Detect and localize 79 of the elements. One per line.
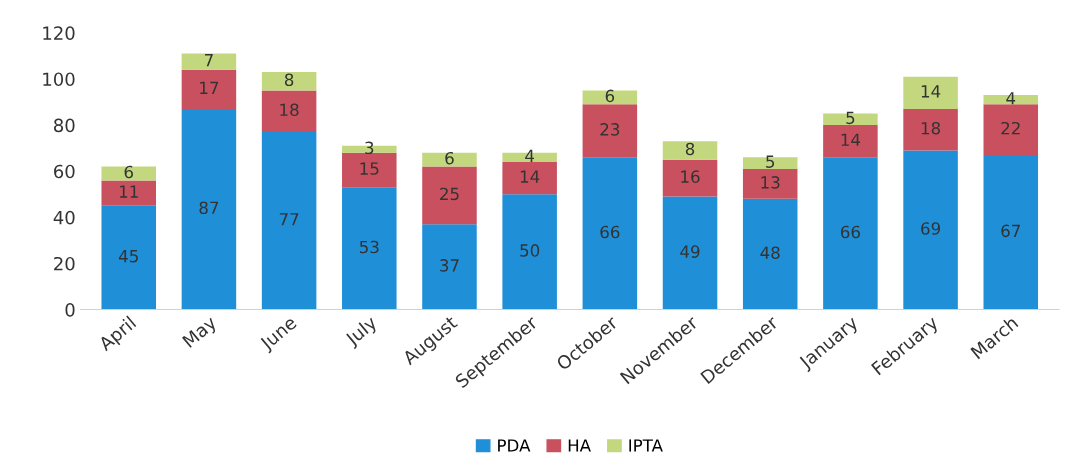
bar [422,166,477,225]
data-label: 6 [445,151,454,165]
bar [582,104,638,158]
data-label: 18 [280,103,299,117]
legend-label: PDA [498,439,531,452]
bar [582,157,638,310]
bar [823,157,878,310]
bar [742,198,798,310]
bar [582,90,638,105]
bar [903,108,958,151]
data-label: 67 [1001,224,1020,238]
data-label: 37 [440,259,459,272]
data-label: 45 [118,250,138,263]
data-label: 14 [841,133,861,146]
y-tick-label: 100 [43,72,75,87]
y-tick-label: 40 [53,210,75,225]
bar [181,108,237,310]
data-label: 6 [124,165,133,179]
data-label: 77 [279,213,299,226]
y-tick-label: 20 [54,256,75,271]
data-label: 87 [199,201,219,215]
data-label: 4 [1006,92,1016,105]
data-label: 49 [680,245,700,258]
data-label: 23 [600,123,620,136]
bar [983,155,1039,310]
data-label: 13 [761,176,780,189]
data-label: 5 [846,111,855,125]
bar [502,194,557,310]
bar [903,76,958,109]
bar [903,150,958,310]
y-tick-label: 0 [65,303,75,317]
data-label: 14 [921,85,941,98]
data-label: 53 [359,240,379,254]
data-label: 16 [681,170,700,183]
legend-label: IPTA [629,439,663,452]
data-label: 66 [840,225,860,239]
data-label: 15 [360,162,379,175]
bar [662,141,718,160]
data-label: 50 [520,244,540,257]
bar [181,53,237,70]
bar [422,224,477,310]
bar [662,196,718,310]
bar [662,159,718,197]
bar [742,168,798,199]
bar [742,157,798,169]
data-label: 18 [921,121,941,135]
data-label: 7 [204,54,213,67]
bar [342,187,397,310]
bar [342,152,397,188]
bar [101,180,156,206]
data-label: 4 [525,149,535,162]
x-tick-label: May [182,315,220,351]
data-label: 48 [760,246,780,260]
y-tick-label: 120 [43,26,75,40]
data-label: 66 [600,225,620,239]
bar [502,161,557,195]
data-label: 6 [605,89,615,103]
bar [823,113,878,126]
bar [983,104,1039,156]
bar [422,152,477,167]
data-label: 22 [1001,121,1020,135]
y-tick-label: 80 [54,118,75,133]
data-label: 8 [685,142,695,156]
bar [101,205,156,310]
data-label: 17 [200,81,219,94]
data-label: 69 [921,222,941,235]
bar [261,131,317,310]
bar [823,125,878,158]
data-label: 8 [284,73,294,87]
bar [101,166,156,181]
data-label: 11 [119,185,138,198]
bar [261,72,317,91]
data-label: 25 [440,187,459,201]
bar [261,90,317,132]
data-label: 14 [520,170,540,183]
y-tick-label: 60 [54,164,75,179]
bar [181,69,237,109]
data-label: 5 [766,155,775,168]
legend-label: HA [568,439,591,452]
